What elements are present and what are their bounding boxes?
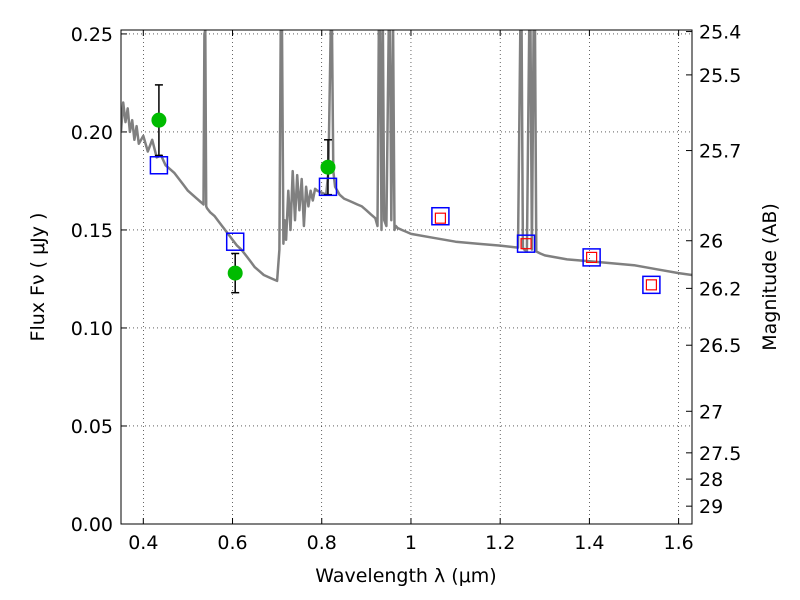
model-mag-square	[582, 248, 601, 267]
x-tick-label: 1.4	[574, 532, 604, 554]
upper-limit-square	[645, 279, 658, 291]
model-mag-square	[431, 206, 450, 226]
x-tick-label: 0.4	[128, 532, 158, 554]
model-mag-square	[516, 234, 536, 253]
model-mag-square	[318, 177, 338, 197]
model-mag-square	[225, 232, 245, 251]
y-axis-title: Flux Fν ( μJy )	[27, 213, 49, 342]
mag-tick-label: 27.5	[699, 443, 741, 465]
observed-flux-point	[320, 159, 336, 175]
mag-tick-label: 29	[699, 496, 723, 518]
mag-tick-label: 25.4	[699, 22, 741, 44]
x-tick-label: 1.2	[485, 532, 515, 554]
x-tick-label: 0.8	[307, 532, 337, 554]
upper-limit-square	[586, 251, 598, 263]
y-tick-label: 0.25	[71, 24, 113, 46]
x-axis-title: Wavelength λ (μm)	[315, 565, 496, 587]
mag-tick-label: 25.5	[699, 65, 741, 87]
observed-flux-point	[151, 112, 167, 128]
y-tick-label: 0.00	[71, 514, 113, 536]
model-mag-square	[642, 275, 661, 295]
upper-limit-square	[520, 238, 532, 250]
plot-frame	[120, 29, 693, 525]
right-axis-title: Magnitude (AB)	[759, 203, 781, 351]
x-tick-label: 1	[405, 532, 417, 554]
y-tick-label: 0.15	[71, 220, 113, 242]
mag-tick-label: 26	[699, 231, 723, 253]
mag-tick-label: 26.5	[699, 335, 741, 357]
x-tick-label: 0.6	[217, 532, 247, 554]
x-tick-label: 1.6	[664, 532, 694, 554]
chart-marks	[121, 30, 692, 295]
mag-tick-label: 27	[699, 401, 723, 423]
upper-limit-square	[434, 212, 447, 224]
y-tick-label: 0.20	[71, 122, 113, 144]
mag-tick-label: 25.7	[699, 141, 741, 163]
mag-tick-label: 26.2	[699, 278, 741, 300]
y-tick-label: 0.05	[71, 416, 113, 438]
y-tick-label: 0.10	[71, 318, 113, 340]
axis-tick-labels: 0.4 0.6 0.8 1 1.2 1.4 1.6 0.00 0.05 0.10 0.15 0.20 0…	[71, 22, 742, 554]
model-mag-square	[149, 156, 169, 175]
mag-tick-label: 28	[699, 469, 723, 491]
plot-background	[121, 30, 692, 524]
sed-spectrum-line	[121, 30, 692, 283]
observed-flux-point	[227, 265, 243, 281]
